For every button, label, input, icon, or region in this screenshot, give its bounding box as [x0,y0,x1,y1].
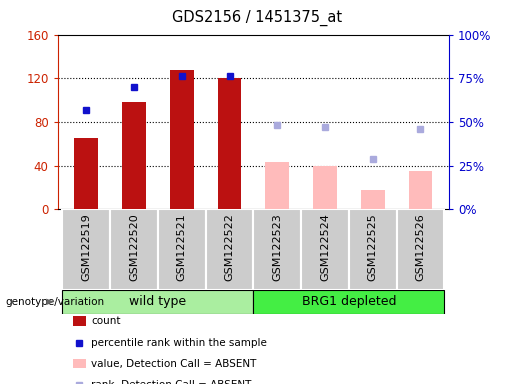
Text: GSM122522: GSM122522 [225,214,234,281]
Bar [253,290,444,314]
Bar [73,316,86,326]
Bar [361,190,385,209]
Text: GSM122526: GSM122526 [416,214,425,281]
Bar [408,171,433,209]
Text: GSM122524: GSM122524 [320,214,330,281]
Bar [349,209,397,290]
Text: percentile rank within the sample: percentile rank within the sample [91,338,267,348]
Text: GSM122525: GSM122525 [368,214,377,281]
Text: GSM122523: GSM122523 [272,214,282,281]
Text: rank, Detection Call = ABSENT: rank, Detection Call = ABSENT [91,380,251,384]
Bar [110,209,158,290]
Bar [265,162,289,209]
Text: GDS2156 / 1451375_at: GDS2156 / 1451375_at [173,10,342,26]
Bar [313,166,337,209]
Bar [397,209,444,290]
Bar [205,209,253,290]
Bar [158,209,205,290]
Text: count: count [91,316,121,326]
Text: BRG1 depleted: BRG1 depleted [302,295,396,308]
Bar [74,138,98,209]
Text: GSM122521: GSM122521 [177,214,187,281]
Bar [170,70,194,209]
Bar [62,209,110,290]
Text: genotype/variation: genotype/variation [5,297,104,307]
Polygon shape [46,299,55,305]
Text: GSM122519: GSM122519 [81,214,91,281]
Text: wild type: wild type [129,295,186,308]
Bar [253,209,301,290]
Bar [73,359,86,368]
Text: GSM122520: GSM122520 [129,214,139,281]
Bar [301,209,349,290]
Bar [217,78,242,209]
Text: value, Detection Call = ABSENT: value, Detection Call = ABSENT [91,359,256,369]
Bar [62,290,253,314]
Bar [122,102,146,209]
